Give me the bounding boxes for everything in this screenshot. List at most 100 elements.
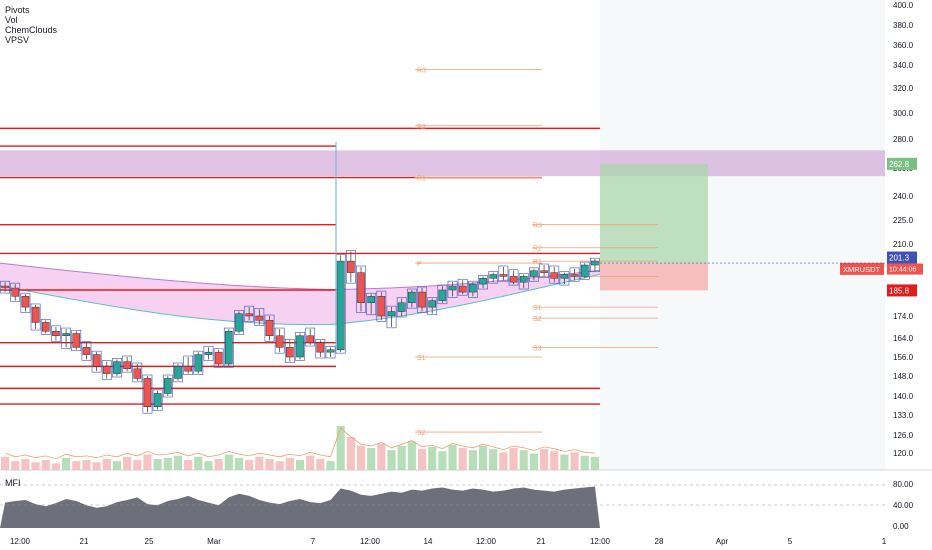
pivot-label: R3	[417, 67, 426, 74]
current-price-label-bg	[887, 251, 917, 264]
candle-body	[387, 311, 396, 317]
candle-box	[437, 284, 448, 305]
candle-box	[406, 288, 417, 309]
time-tick-label: 5	[788, 537, 793, 546]
volume-bar	[123, 456, 132, 470]
candle-body	[357, 272, 365, 304]
volume-bar	[519, 450, 528, 470]
price-tick-label: 120.0	[893, 449, 914, 458]
volume-bar	[509, 448, 518, 470]
candle-body	[479, 278, 487, 285]
candle-box	[244, 305, 255, 322]
volume-bar	[92, 462, 101, 470]
candle-body	[347, 260, 355, 273]
mfi-legend[interactable]: MFI	[5, 478, 21, 488]
volume-bar	[275, 461, 284, 470]
candle-body	[377, 296, 386, 317]
legend-pivots[interactable]: Pivots	[5, 5, 30, 15]
candle-body	[397, 302, 406, 312]
price-tick-label: 174.0	[893, 312, 914, 321]
candle-body	[326, 349, 335, 353]
time-tick-label: 7	[311, 537, 316, 546]
legend-chemclouds[interactable]: ChemClouds	[5, 25, 58, 35]
price-tick-label: 164.0	[893, 334, 914, 343]
pivot-label: P	[417, 261, 422, 268]
candle-box	[152, 389, 163, 411]
candle-box	[173, 362, 183, 383]
volume-bar	[326, 461, 335, 470]
candle-body	[133, 368, 142, 379]
candle-box	[122, 355, 132, 373]
price-labels: 262.8 201.3 10:44:06 185.8 XMRUSDT	[600, 157, 923, 297]
price-tick-label: 340.0	[893, 61, 914, 70]
candle-body	[570, 274, 579, 277]
volume-bar	[550, 451, 559, 470]
volume-bar	[245, 460, 254, 470]
candle-box	[71, 329, 82, 352]
candle-box	[234, 310, 244, 335]
candle-box	[264, 314, 275, 342]
candle-body	[72, 333, 81, 348]
candle-body	[255, 315, 264, 321]
candle-box	[40, 318, 51, 335]
candle-body	[408, 291, 416, 304]
candle-box	[549, 265, 560, 284]
resistance-zone	[0, 150, 885, 177]
candle-body	[123, 361, 131, 370]
volume-bar	[407, 441, 416, 470]
candle-box	[345, 250, 356, 284]
countdown-label: 10:44:06	[889, 267, 916, 274]
time-tick-label: 25	[145, 537, 154, 546]
volume-bar	[489, 449, 498, 470]
price-tick-label: 320.0	[893, 84, 914, 93]
legend-vol[interactable]: Vol	[5, 15, 18, 25]
candle-box	[559, 271, 570, 286]
pivot-label: R2	[417, 124, 426, 131]
candle-body	[1, 285, 9, 289]
candle-box	[386, 305, 397, 329]
candle-body	[265, 320, 274, 336]
volume-bar	[417, 449, 427, 470]
candle-box	[51, 325, 61, 342]
volume-bar	[234, 457, 244, 470]
volume-bar	[468, 450, 477, 470]
candle-box	[569, 267, 580, 282]
candle-body	[225, 331, 233, 365]
volume-bar	[529, 453, 538, 470]
volume-ma	[4, 427, 595, 460]
cloud-upper-line	[0, 262, 601, 291]
volume-bars	[1, 426, 599, 470]
volume-bar	[285, 457, 294, 470]
candle-body	[540, 270, 548, 273]
candle-body	[102, 366, 111, 374]
chem-clouds	[0, 262, 601, 326]
target-label: 262.8	[889, 160, 910, 169]
volume-bar	[41, 460, 50, 470]
candle-box	[518, 273, 529, 290]
volume-bar	[11, 461, 20, 470]
candle-box	[457, 278, 468, 296]
candle-body	[550, 272, 559, 279]
candle-box	[10, 282, 21, 302]
volume-bar	[102, 459, 111, 470]
stop-label-bg	[887, 284, 917, 297]
candle-body	[336, 260, 345, 351]
volume-bar	[82, 460, 91, 470]
legend-vpsv[interactable]: VPSV	[5, 35, 30, 45]
candle-box	[488, 271, 499, 284]
candle-body	[153, 393, 162, 407]
volume-bar	[255, 456, 264, 470]
candle-body	[438, 289, 447, 301]
volume-bar	[62, 457, 71, 470]
candle-box	[132, 362, 143, 383]
countdown-bg	[887, 263, 923, 275]
candle-box	[478, 275, 488, 290]
candle-body	[21, 296, 30, 308]
candle-body	[458, 285, 467, 293]
candle-body	[113, 361, 121, 374]
time-tick-label: Mar	[207, 537, 221, 546]
candle-box	[590, 257, 600, 273]
volume-bar	[224, 454, 233, 470]
candle-box	[112, 358, 122, 378]
